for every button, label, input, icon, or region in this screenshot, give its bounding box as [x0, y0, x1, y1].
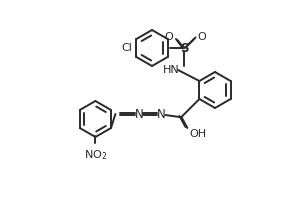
Text: O: O [197, 32, 206, 42]
Text: HN: HN [163, 65, 180, 75]
Text: S: S [180, 42, 188, 55]
Text: OH: OH [190, 129, 206, 139]
Text: N: N [157, 108, 166, 121]
Text: Cl: Cl [121, 43, 132, 53]
Text: O: O [164, 32, 173, 42]
Text: NO$_2$: NO$_2$ [84, 148, 107, 162]
Text: N: N [135, 108, 144, 121]
